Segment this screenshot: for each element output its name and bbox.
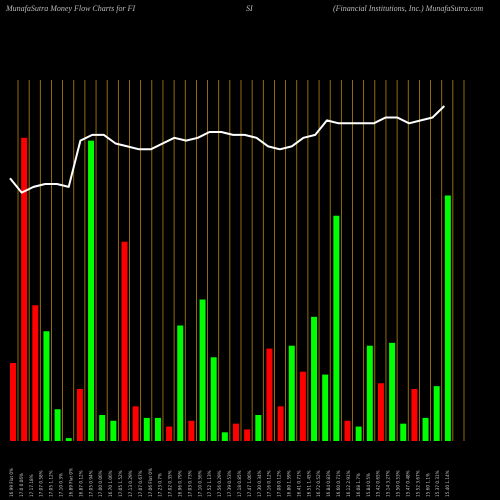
x-tick-label: 15.60 1.1% (425, 473, 430, 497)
x-tick-labels: 16.99 Flat 0% 17.0 0.06% 17 17.18% 17.07 0.… (9, 468, 450, 497)
x-tick-label: 15.84 0.5% (366, 473, 371, 497)
bar (344, 420, 351, 441)
x-tick-label: 16.96 0.79% (178, 470, 183, 497)
x-tick-label: 15.50 0.53% (396, 470, 401, 497)
bar (210, 357, 217, 441)
x-tick-label: 17.30 0.34% (257, 470, 262, 497)
x-tick-label: 17.07 0.67% (138, 470, 143, 497)
x-tick-label: 16.72 0.52% (316, 470, 321, 497)
bars (10, 137, 451, 441)
bar (444, 195, 451, 441)
bar (377, 383, 384, 441)
x-tick-label: 16.89 Flat 0% (69, 468, 74, 497)
x-tick-label: 17.07 0.58% (39, 470, 44, 497)
bar (355, 426, 362, 441)
x-tick-label: 16.60 0.71% (336, 470, 341, 497)
x-tick-label: 17.18 0.85% (237, 470, 242, 497)
x-tick-label: 17.05 1.12% (49, 470, 54, 497)
bar (255, 415, 262, 441)
x-tick-label: 15.47 0.48% (405, 470, 410, 497)
x-tick-label: 17.23 0.7% (158, 473, 163, 497)
bar (21, 137, 28, 441)
bar (433, 386, 440, 441)
bar (110, 420, 117, 441)
x-tick-label: 15.42 0.65% (376, 470, 381, 497)
bar (43, 331, 50, 441)
x-tick-label: 17 17.18% (29, 474, 34, 497)
x-tick-label: 17.0 0.06% (19, 473, 24, 497)
bar (400, 423, 407, 441)
x-tick-label: 16.41 0.71% (296, 470, 301, 497)
x-tick-label: 17.02 0.35% (168, 470, 173, 497)
x-tick-label: 17.03 0.73% (187, 470, 192, 497)
x-tick-label: 17.05 1.52% (118, 470, 123, 497)
x-tick-label: 15.14 3.27% (386, 470, 391, 497)
bar (88, 140, 95, 441)
bar (99, 415, 106, 441)
grid-lines (17, 80, 465, 441)
bar (233, 423, 239, 441)
x-tick-label: 17.00 0.06% (98, 470, 103, 497)
bar (311, 316, 318, 441)
bar (10, 363, 16, 441)
bar (188, 420, 195, 441)
x-tick-label: 16.51 1.45% (306, 470, 311, 497)
bar (76, 389, 83, 441)
x-tick-label: 17.08 0.12% (277, 470, 282, 497)
bar (422, 417, 429, 441)
chart-ticker: SI (246, 4, 253, 13)
x-tick-label: 17.10 0.3% (59, 473, 64, 497)
bar (177, 325, 184, 441)
bar (277, 406, 284, 441)
x-tick-label: 16.80 1.59% (287, 470, 292, 497)
x-tick-label: 15.52 3.67% (415, 470, 420, 497)
bar (199, 299, 206, 441)
bar (221, 432, 228, 441)
x-tick-label: 17.13 0.29% (128, 470, 133, 497)
x-tick-label: 17.06 Flat 0% (148, 468, 153, 497)
bar (333, 215, 340, 441)
x-tick-label: 16.08 1.7% (356, 473, 361, 497)
bar (322, 374, 329, 441)
x-tick-label: 17.10 0.56% (197, 470, 202, 497)
bar (154, 417, 161, 441)
chart-brand-title: MunafaSutra Money Flow Charts for FI (6, 4, 136, 13)
x-tick-label: 15.40 1.14% (445, 470, 450, 497)
bar (166, 426, 173, 441)
x-tick-label: 17.56 0.29% (217, 470, 222, 497)
x-tick-label: 17.47 1.06% (247, 470, 252, 497)
bar (132, 406, 139, 441)
bar (121, 241, 128, 441)
x-tick-label: 16.84 0.83% (326, 470, 331, 497)
chart-header: MunafaSutra Money Flow Charts for FI SI … (0, 4, 500, 18)
bar (54, 409, 61, 441)
x-tick-label: 17.39 0.53% (227, 470, 232, 497)
x-tick-label: 16.99 Flat 0% (9, 468, 14, 497)
x-tick-label: 17.05 0.94% (88, 470, 93, 497)
bar (299, 371, 306, 441)
x-tick-label: 17.52 1.13% (207, 470, 212, 497)
x-tick-label: 16.87 0.12% (78, 470, 83, 497)
bar (411, 389, 418, 441)
chart-company: (Financial Institutions, Inc.) MunafaSut… (333, 4, 484, 13)
x-tick-label: 15.37 0.31% (435, 470, 440, 497)
price-line (9, 105, 445, 194)
bar (389, 342, 396, 441)
x-tick-label: 16.12 2.91% (346, 470, 351, 497)
bar (266, 348, 273, 441)
bar (366, 345, 373, 441)
x-tick-label: 17.16 0.12% (267, 470, 272, 497)
x-tick-label: 16.70 1.06% (108, 470, 113, 497)
bar (65, 438, 72, 441)
bar (143, 417, 150, 441)
bar (32, 305, 39, 441)
bar (244, 429, 251, 441)
bar (288, 345, 295, 441)
